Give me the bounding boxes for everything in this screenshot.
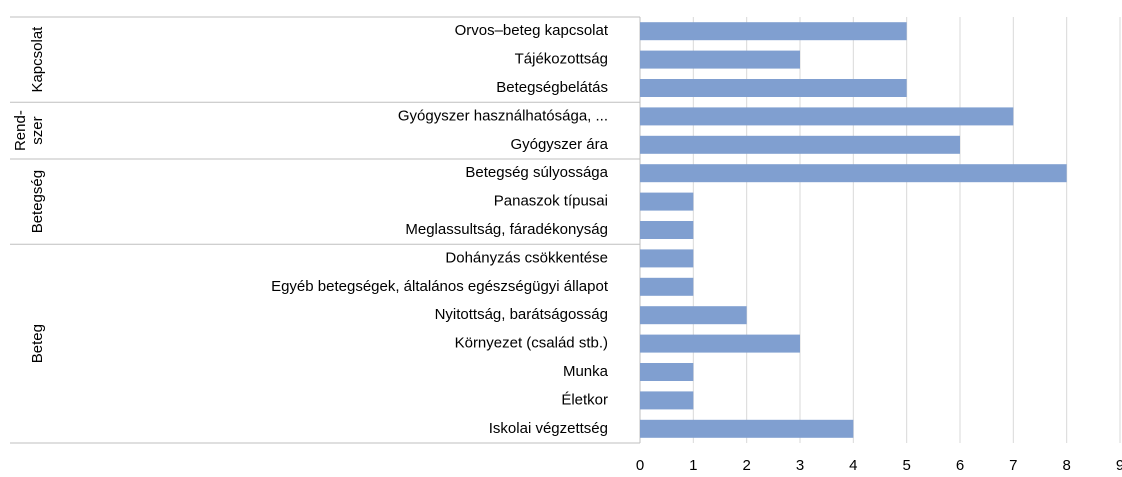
category-label: Meglassultság, fáradékonyság bbox=[405, 221, 608, 238]
category-label: Munka bbox=[563, 363, 609, 380]
bar bbox=[640, 391, 694, 410]
category-label: Környezet (család stb.) bbox=[455, 335, 608, 352]
x-tick-label: 6 bbox=[956, 457, 964, 474]
category-label: Dohányzás csökkentése bbox=[445, 249, 608, 266]
bar bbox=[640, 79, 907, 97]
bar bbox=[640, 221, 694, 239]
bar bbox=[640, 50, 800, 69]
group-label: Beteg bbox=[29, 324, 46, 363]
category-label: Tájékozottság bbox=[515, 51, 608, 68]
bar bbox=[640, 306, 747, 325]
category-label: Gyógyszer ára bbox=[510, 136, 608, 153]
x-tick-label: 0 bbox=[636, 457, 644, 474]
bar bbox=[640, 363, 694, 381]
bar bbox=[640, 419, 854, 438]
x-tick-label: 5 bbox=[902, 457, 910, 474]
x-tick-label: 7 bbox=[1009, 457, 1017, 474]
bar bbox=[640, 135, 960, 154]
x-tick-label: 3 bbox=[796, 457, 804, 474]
x-tick-label: 2 bbox=[742, 457, 750, 474]
category-label: Életkor bbox=[561, 391, 608, 408]
category-label: Iskolai végzettség bbox=[489, 420, 608, 437]
x-tick-label: 9 bbox=[1116, 457, 1122, 474]
category-label: Panaszok típusai bbox=[494, 193, 608, 210]
bar bbox=[640, 164, 1067, 183]
group-label: Rend- bbox=[12, 110, 29, 151]
category-label: Betegségbelátás bbox=[496, 79, 608, 96]
group-label: szer bbox=[29, 116, 46, 144]
x-tick-label: 4 bbox=[849, 457, 857, 474]
bar bbox=[640, 107, 1014, 126]
group-label: Kapcsolat bbox=[29, 26, 46, 93]
bar bbox=[640, 249, 694, 268]
category-label: Gyógyszer használhatósága, ... bbox=[398, 107, 608, 124]
category-label: Egyéb betegségek, általános egészségügyi… bbox=[271, 278, 609, 295]
bar bbox=[640, 192, 694, 211]
x-tick-label: 8 bbox=[1062, 457, 1070, 474]
category-label: Orvos–beteg kapcsolat bbox=[455, 22, 609, 39]
x-tick-label: 1 bbox=[689, 457, 697, 474]
bar bbox=[640, 277, 694, 296]
category-label: Betegség súlyossága bbox=[465, 164, 608, 181]
bar bbox=[640, 22, 907, 41]
category-label: Nyitottság, barátságosság bbox=[435, 306, 608, 323]
group-label: Betegség bbox=[29, 170, 46, 233]
bar bbox=[640, 334, 800, 353]
